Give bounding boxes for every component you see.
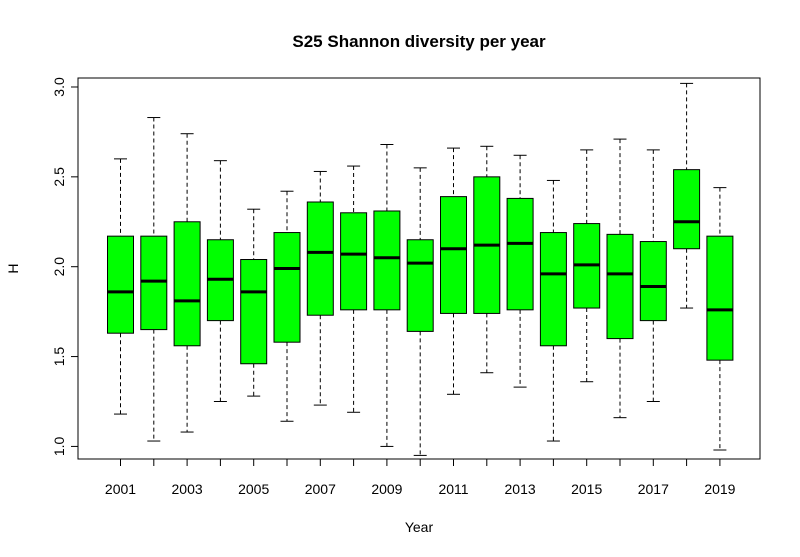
- iqr-box: [606, 233, 634, 340]
- iqr-box: [306, 201, 334, 316]
- box-2007: [306, 170, 334, 406]
- x-tick-label: 2015: [571, 481, 602, 497]
- x-tick-label: 2019: [704, 481, 735, 497]
- x-tick-label: 2013: [505, 481, 536, 497]
- iqr-box: [539, 232, 567, 347]
- box-2012: [473, 145, 501, 374]
- box-2003: [173, 133, 201, 433]
- iqr-box: [240, 259, 268, 365]
- box-2004: [206, 160, 234, 402]
- box-2016: [606, 138, 634, 419]
- iqr-box: [406, 239, 434, 332]
- iqr-box: [140, 235, 168, 331]
- iqr-box: [373, 210, 401, 311]
- box-2014: [539, 179, 567, 442]
- iqr-box: [173, 221, 201, 347]
- iqr-box: [673, 169, 701, 250]
- x-tick-label: 2007: [305, 481, 336, 497]
- y-axis: 1.0 1.5 2.0 2.5 3.0: [51, 77, 78, 456]
- chart-title: S25 Shannon diversity per year: [292, 32, 546, 51]
- x-tick-label: 2005: [238, 481, 269, 497]
- x-tick-label: 2003: [172, 481, 203, 497]
- plot-frame: [77, 77, 761, 460]
- y-tick-label: 3.0: [51, 77, 67, 97]
- box-2017: [639, 149, 667, 402]
- box-2006: [273, 190, 301, 422]
- box-2008: [340, 165, 368, 413]
- iqr-box: [340, 212, 368, 311]
- x-axis-label: Year: [405, 519, 434, 535]
- box-2013: [506, 154, 534, 388]
- boxes-group: [107, 82, 734, 456]
- box-2001: [107, 158, 134, 415]
- box-2018: [673, 82, 701, 309]
- x-tick-label: 2009: [371, 481, 402, 497]
- iqr-box: [506, 197, 534, 311]
- box-2005: [240, 208, 268, 397]
- box-2002: [140, 117, 168, 442]
- iqr-box: [107, 235, 134, 334]
- iqr-box: [273, 232, 301, 343]
- x-tick-label: 2017: [638, 481, 669, 497]
- x-tick-label: 2011: [438, 481, 468, 497]
- box-2010: [406, 167, 434, 456]
- y-tick-label: 2.0: [51, 257, 67, 277]
- x-axis: 2001 2003 2005 2007 2009 2011 2013 2015 2017 2019: [105, 459, 736, 497]
- y-tick-label: 2.5: [51, 167, 67, 187]
- box-2009: [373, 143, 401, 447]
- iqr-box: [639, 241, 667, 322]
- iqr-box: [706, 235, 734, 361]
- box-2015: [573, 149, 601, 383]
- y-tick-label: 1.0: [51, 436, 67, 456]
- x-tick-label: 2001: [105, 481, 136, 497]
- box-2019: [706, 187, 734, 451]
- y-axis-label: H: [5, 263, 21, 273]
- y-tick-label: 1.5: [51, 347, 67, 367]
- box-2011: [440, 147, 467, 395]
- iqr-box: [440, 196, 467, 314]
